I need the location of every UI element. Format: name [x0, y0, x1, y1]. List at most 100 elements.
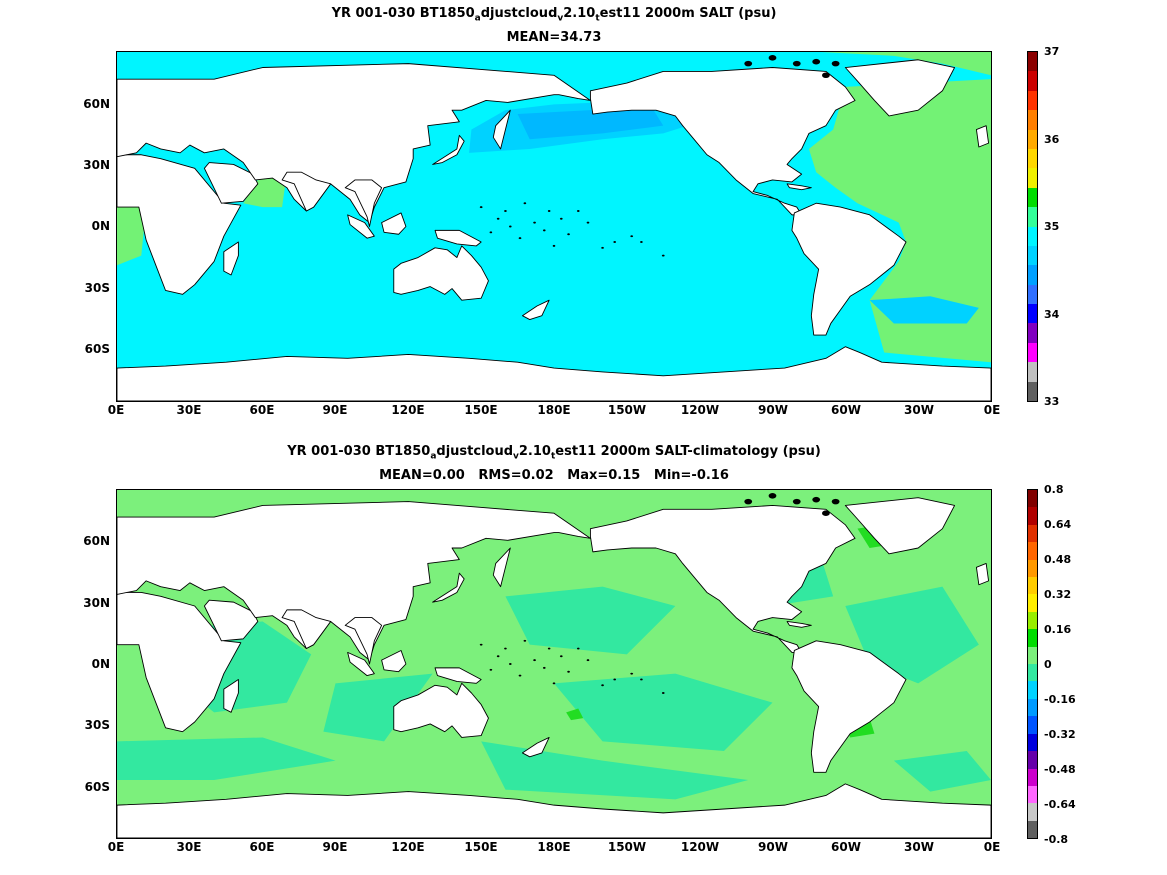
colorbar-swatch	[1028, 594, 1037, 612]
island-dot	[792, 498, 801, 505]
x-tick-label: 180E	[537, 840, 571, 854]
island-dot	[567, 233, 570, 236]
landmass-africa	[117, 592, 241, 731]
colorbar-tick-label: -0.48	[1044, 763, 1076, 776]
x-tick-label: 0E	[107, 403, 125, 417]
landmass-seasia	[345, 618, 381, 664]
island-dot	[542, 229, 546, 232]
y-tick-label: 30N	[83, 596, 110, 610]
island-dot	[518, 674, 522, 677]
x-tick-label: 0E	[983, 840, 1001, 854]
island-dot	[744, 60, 753, 67]
x-tick-label: 30W	[904, 840, 934, 854]
colorbar-tick-label: 35	[1044, 220, 1060, 233]
island-dot	[640, 241, 643, 243]
landmass-kamchatka	[493, 548, 510, 587]
landmass-japan	[433, 135, 465, 164]
landmass-borneo	[382, 213, 406, 234]
island-dot	[613, 678, 617, 681]
anomaly-negative-patch	[893, 751, 991, 792]
island-dot	[831, 498, 840, 505]
landmass-greatBritain	[976, 563, 988, 584]
colorbar-swatch	[1028, 524, 1037, 543]
panel-subtitle: MEAN=34.73	[506, 30, 602, 45]
y-tick-label: 60S	[84, 342, 110, 356]
colorbar-swatch	[1028, 611, 1037, 630]
colorbar-tick-label: 0.16	[1044, 623, 1072, 636]
x-tick-label: 180E	[537, 403, 571, 417]
colorbar-swatch	[1028, 629, 1037, 647]
colorbar-swatch	[1028, 751, 1037, 769]
colorbar-swatch	[1028, 542, 1037, 560]
colorbar	[1027, 489, 1038, 839]
colorbar-tick-label: -0.8	[1044, 833, 1069, 846]
landmass-india	[282, 610, 331, 649]
landmass-nz	[522, 300, 549, 319]
island-dot	[496, 655, 500, 658]
island-dot	[542, 666, 546, 669]
colorbar-tick-label: -0.32	[1044, 728, 1076, 741]
landmass-madagascar	[224, 679, 239, 712]
island-dot	[523, 202, 527, 205]
landmass-seasia	[345, 180, 381, 227]
colorbar-swatch	[1028, 664, 1037, 682]
x-tick-label: 0E	[107, 840, 125, 854]
island-dot	[601, 246, 604, 249]
x-tick-label: 90E	[322, 403, 348, 417]
colorbar-tick-label: 33	[1044, 395, 1060, 408]
landmass-cuba	[787, 621, 811, 627]
x-tick-label: 30W	[904, 403, 934, 417]
colorbar-swatch	[1028, 90, 1037, 111]
island-dot	[661, 692, 665, 694]
anomaly-positive-patch	[566, 708, 584, 721]
island-dot	[479, 206, 483, 209]
colorbar-swatch	[1028, 129, 1037, 149]
colorbar-swatch	[1028, 284, 1037, 305]
map-frame	[116, 51, 992, 402]
colorbar-swatch	[1028, 187, 1037, 208]
island-dot	[496, 217, 500, 220]
island-dot	[812, 496, 821, 503]
x-tick-label: 150W	[607, 403, 647, 417]
x-tick-label: 150E	[464, 403, 498, 417]
island-dot	[831, 60, 840, 67]
island-dot	[479, 643, 483, 646]
colorbar-swatch	[1028, 507, 1037, 525]
anomaly-negative-patch	[481, 741, 749, 800]
colorbar-swatch	[1028, 646, 1037, 665]
island-dot	[744, 498, 753, 505]
island-dot	[489, 231, 493, 234]
y-tick-label: 30S	[84, 718, 110, 732]
colorbar-tick-label: 0.64	[1044, 518, 1072, 531]
landmass-madagascar	[224, 242, 239, 275]
x-tick-label: 90W	[758, 403, 788, 417]
colorbar-tick-label: 36	[1044, 133, 1060, 146]
colorbar	[1027, 51, 1038, 402]
landmass-india	[282, 172, 331, 211]
x-tick-label: 120E	[391, 403, 425, 417]
island-dot	[630, 235, 634, 238]
island-dot	[812, 58, 821, 65]
landmass-greatBritain	[976, 126, 988, 147]
panel-subtitle: MEAN=0.00 RMS=0.02 Max=0.15 Min=-0.16	[379, 468, 729, 483]
island-dot	[552, 682, 556, 685]
island-dot	[586, 221, 590, 224]
colorbar-swatch	[1028, 716, 1037, 734]
colorbar-swatch	[1028, 698, 1037, 717]
colorbar-swatch	[1028, 381, 1037, 402]
island-dot	[576, 647, 580, 650]
landmass-cuba	[787, 184, 811, 190]
colorbar-tick-label: 0.8	[1044, 483, 1064, 496]
colorbar-tick-label: 0.32	[1044, 588, 1072, 601]
island-dot	[508, 225, 512, 228]
island-dot	[504, 210, 507, 212]
x-tick-label: 30E	[176, 840, 202, 854]
y-tick-label: 60N	[83, 97, 110, 111]
landmass-europe	[117, 502, 590, 661]
y-tick-label: 60N	[83, 534, 110, 548]
north-pacific-min	[517, 106, 664, 140]
landmass-samerica	[792, 203, 906, 335]
island-dot	[630, 672, 634, 675]
y-tick-label: 60S	[84, 780, 110, 794]
y-tick-label: 30S	[84, 281, 110, 295]
